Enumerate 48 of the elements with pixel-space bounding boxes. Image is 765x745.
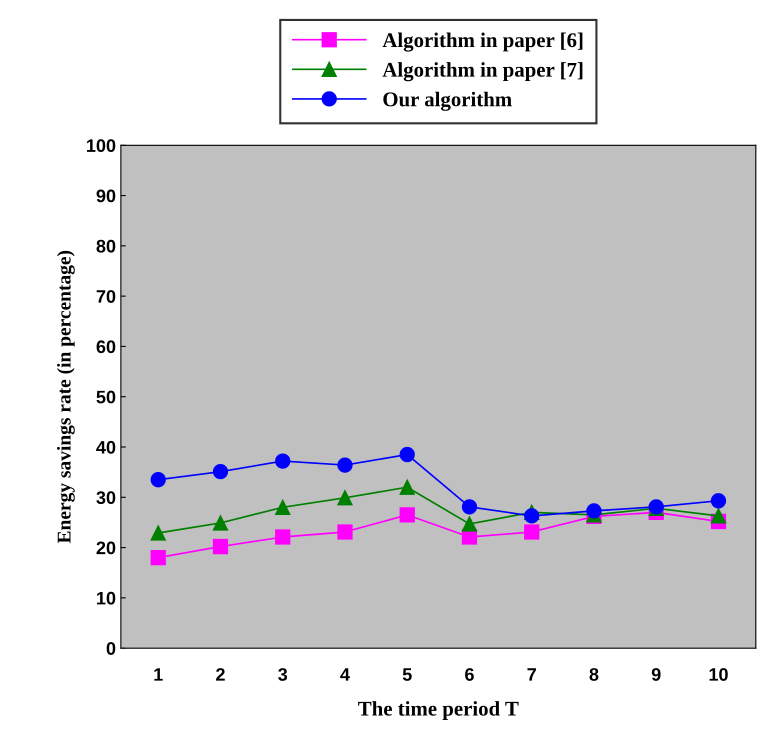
point xyxy=(462,499,478,514)
point xyxy=(400,446,415,462)
point xyxy=(400,507,415,523)
y-tick-label: 100 xyxy=(87,139,116,152)
x-tick-label: 5 xyxy=(402,668,412,681)
point xyxy=(212,538,228,554)
y-tick-label: 90 xyxy=(96,189,116,202)
legend-label: Algorithm in paper [7] xyxy=(382,62,582,82)
y-tick-label: 50 xyxy=(96,390,116,404)
y-tick-label: 0 xyxy=(106,642,116,655)
point xyxy=(400,480,415,495)
point xyxy=(524,508,540,524)
y-tick-label: 70 xyxy=(96,290,116,303)
point xyxy=(275,453,290,469)
point xyxy=(586,503,602,519)
point xyxy=(337,457,353,473)
y-tick-label: 60 xyxy=(96,340,116,354)
x-tick-label: 8 xyxy=(590,668,598,681)
point xyxy=(212,464,228,480)
y-axis-title: Energy savings rate (in percentage) xyxy=(56,250,75,544)
x-tick-label: 4 xyxy=(340,668,350,681)
point xyxy=(212,515,228,531)
point xyxy=(275,500,290,515)
x-tick-label: 7 xyxy=(527,668,536,681)
x-tick-label: 2 xyxy=(216,668,225,681)
y-tick-label: 80 xyxy=(96,240,116,253)
x-tick-label: 10 xyxy=(710,668,728,681)
point xyxy=(150,525,166,541)
point xyxy=(710,508,726,524)
point xyxy=(275,529,290,545)
x-tick-label: 9 xyxy=(652,668,661,681)
x-tick-label: 1 xyxy=(154,668,163,681)
point xyxy=(150,550,166,566)
point xyxy=(150,472,166,488)
y-tick-label: 40 xyxy=(96,440,116,454)
legend-label: Our algorithm xyxy=(383,92,512,111)
point xyxy=(337,490,353,506)
x-tick-label: 6 xyxy=(465,668,474,681)
point xyxy=(710,493,726,508)
legend-label: Algorithm in paper [6] xyxy=(382,32,582,52)
y-tick-label: 20 xyxy=(96,542,116,554)
x-tick-label: 3 xyxy=(278,668,288,681)
y-tick-label: 10 xyxy=(97,592,116,605)
x-axis-title: The time period T xyxy=(358,701,519,720)
y-tick-label: 30 xyxy=(96,491,116,504)
point xyxy=(337,524,353,540)
point xyxy=(524,524,540,540)
point xyxy=(462,516,478,532)
